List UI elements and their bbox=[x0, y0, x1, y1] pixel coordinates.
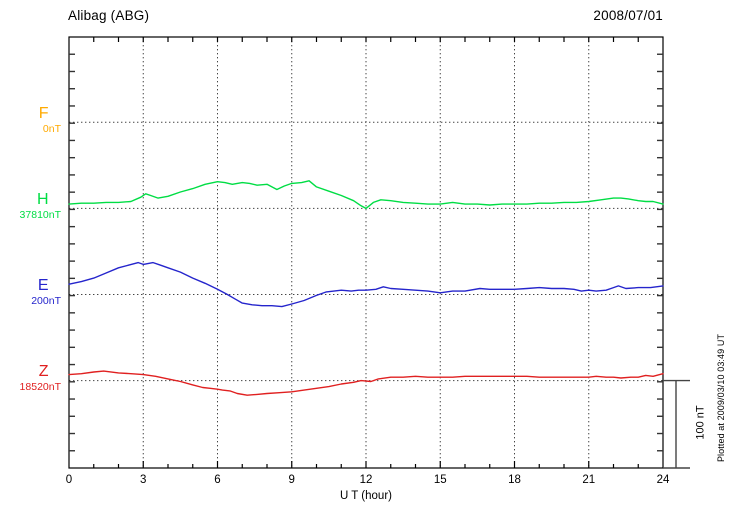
component-letter-z: Z bbox=[38, 363, 49, 380]
component-baseline-e: 200nT bbox=[31, 295, 61, 307]
component-letter-e: E bbox=[37, 277, 49, 294]
component-baseline-h: 37810nT bbox=[19, 209, 61, 221]
plotted-at-note: Plotted at 2009/03/10 03:49 UT bbox=[716, 333, 726, 463]
component-letter-h: H bbox=[36, 191, 49, 208]
x-tick-label-3: 3 bbox=[140, 474, 147, 486]
scale-bar-label: 100 nT bbox=[694, 405, 707, 440]
x-tick-label-18: 18 bbox=[508, 474, 521, 486]
x-tick-label-24: 24 bbox=[656, 474, 670, 486]
component-baseline-f: 0nT bbox=[42, 123, 61, 135]
plot-date: 2008/07/01 bbox=[593, 8, 663, 23]
component-label-f: F 0nT bbox=[0, 106, 62, 135]
x-tick-label-21: 21 bbox=[582, 474, 596, 486]
x-tick-label-6: 6 bbox=[214, 474, 221, 486]
component-label-z: Z 18520nT bbox=[0, 364, 62, 393]
x-axis-title: U T (hour) bbox=[340, 490, 392, 502]
component-label-h: H 37810nT bbox=[0, 192, 62, 221]
x-tick-label-9: 9 bbox=[288, 474, 295, 486]
component-letter-f: F bbox=[38, 105, 49, 122]
trace-H bbox=[68, 180, 664, 210]
trace-E bbox=[68, 261, 664, 308]
x-tick-label-15: 15 bbox=[433, 474, 447, 486]
component-baseline-z: 18520nT bbox=[19, 381, 61, 393]
trace-Z bbox=[68, 370, 664, 396]
station-title: Alibag (ABG) bbox=[68, 8, 150, 23]
x-tick-label-12: 12 bbox=[359, 474, 373, 486]
x-tick-label-0: 0 bbox=[65, 474, 73, 486]
component-label-e: E 200nT bbox=[0, 278, 62, 307]
